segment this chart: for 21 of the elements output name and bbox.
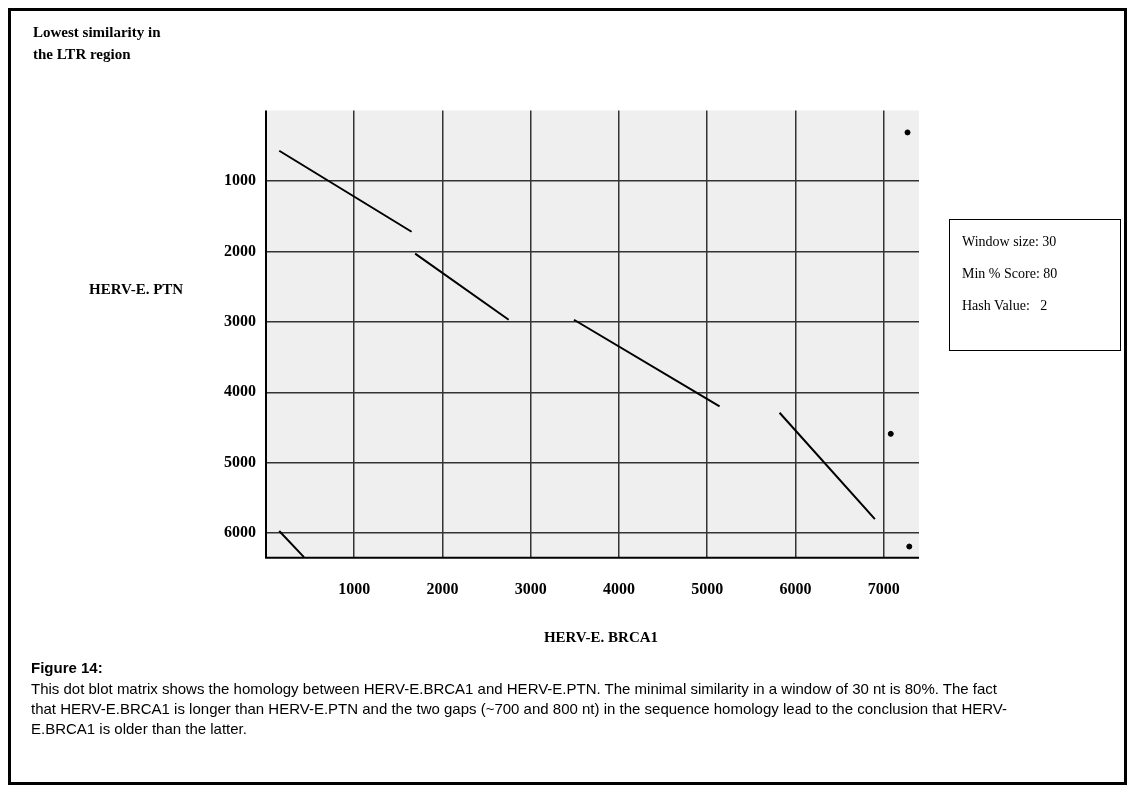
caption: Figure 14: <box>31 659 103 676</box>
text: Min % Score: 80 <box>962 266 1058 282</box>
x-tick-label: 3000 <box>514 579 547 597</box>
text: Lowest similarity in the LTR region <box>33 23 162 64</box>
y-tick-label: 5000 <box>224 452 256 470</box>
x-tick-label: 1000 <box>338 579 371 597</box>
y-axis-title: HERV-E. PTN <box>89 281 184 298</box>
y-tick-label: 2000 <box>224 241 256 259</box>
x-tick-label: 2000 <box>426 579 459 597</box>
y-tick-label: 6000 <box>224 523 256 541</box>
y-tick-label: 1000 <box>224 171 256 189</box>
x-tick-label: 6000 <box>779 579 812 597</box>
x-tick-label: 5000 <box>691 579 724 597</box>
x-tick-label: 7000 <box>867 579 900 597</box>
text: This dot blot matrix shows the homology between HERV-E.BRCA1 and HERV-E.PTN. The minimal similarity in a window of 30 nt is 80%. The fact that HERV-E.BRCA1 is longer than HERV-E.PTN and the two gaps (~700 and 800 nt) in the sequence homology lead to the conclusion that HERV-E.BRCA1 is older than the latter. <box>31 679 1008 739</box>
y-tick-label: 4000 <box>224 382 256 400</box>
text: Hash Value: 2 <box>962 298 1048 314</box>
x-tick-label: 4000 <box>602 579 635 597</box>
text: Window size: 30 <box>962 234 1057 250</box>
y-tick-label: 3000 <box>224 312 256 330</box>
x-axis-title: HERV-E. BRCA1 <box>542 629 660 646</box>
